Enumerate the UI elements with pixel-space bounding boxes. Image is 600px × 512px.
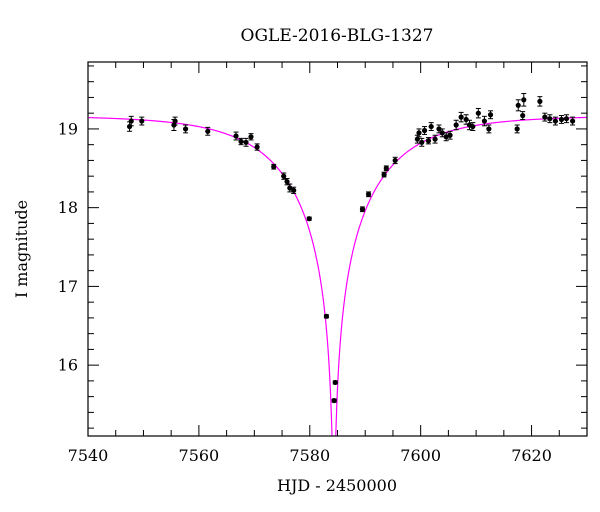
data-point [306,216,312,222]
data-point [453,122,459,128]
data-point [332,379,338,386]
data-point [458,114,464,120]
data-point [323,313,330,319]
data-point [383,165,389,171]
data-point [243,139,249,145]
data-point [486,126,492,132]
data-point [359,206,366,212]
data-point [381,171,387,178]
data-point [569,118,576,124]
y-tick-label: 16 [58,356,78,375]
data-point [515,102,521,108]
data-point [537,98,543,104]
data-point [287,185,293,191]
data-point [254,144,260,150]
data-point [542,114,548,120]
data-point [487,112,494,118]
data-point [238,138,244,145]
data-point [514,126,520,132]
data-point [365,191,372,197]
data-point [552,118,558,124]
model-curve-line [88,116,587,436]
chart-title: OGLE-2016-BLG-1327 [241,26,434,46]
data-point [558,116,565,123]
x-tick-label: 7620 [511,446,552,465]
data-point [428,123,434,130]
data-point [271,164,277,170]
y-tick-label: 18 [58,198,78,217]
x-tick-labels: 7540 7560 7580 7600 7620 [68,446,552,465]
data-point [470,123,476,130]
plot-frame [87,61,588,437]
data-point [284,179,290,185]
model-curve [88,116,587,436]
x-tick-label: 7600 [400,446,441,465]
x-tick-label: 7540 [68,446,109,465]
data-point [139,118,145,124]
data-point [172,118,178,124]
data-point [547,116,553,122]
x-tick-label: 7560 [179,446,220,465]
data-point [521,97,527,103]
data-point [233,133,239,139]
data-point [563,116,570,122]
data-point [248,134,254,140]
data-point [421,127,428,134]
data-point [414,136,420,142]
data-point [447,132,453,138]
data-point [182,126,189,132]
x-axis-label: HJD - 2450000 [277,476,397,495]
y-tick-label: 19 [58,119,78,138]
data-point [439,130,445,136]
data-points [126,92,576,404]
data-point [128,118,134,124]
y-axis-label: I magnitude [12,200,31,298]
data-point [281,173,287,179]
data-point [432,136,438,142]
data-point [205,128,211,134]
y-tick-labels: 16 17 18 19 [58,119,78,374]
data-point [463,116,469,123]
data-point [291,187,297,193]
data-point [416,130,422,136]
data-point [425,138,432,144]
data-point [419,139,425,145]
data-point [331,397,337,404]
data-point [481,118,488,124]
data-point [392,157,398,164]
x-tick-label: 7580 [289,446,330,465]
data-point [436,126,442,132]
y-tick-label: 17 [58,277,78,296]
data-point [520,112,526,119]
data-point [475,110,481,116]
